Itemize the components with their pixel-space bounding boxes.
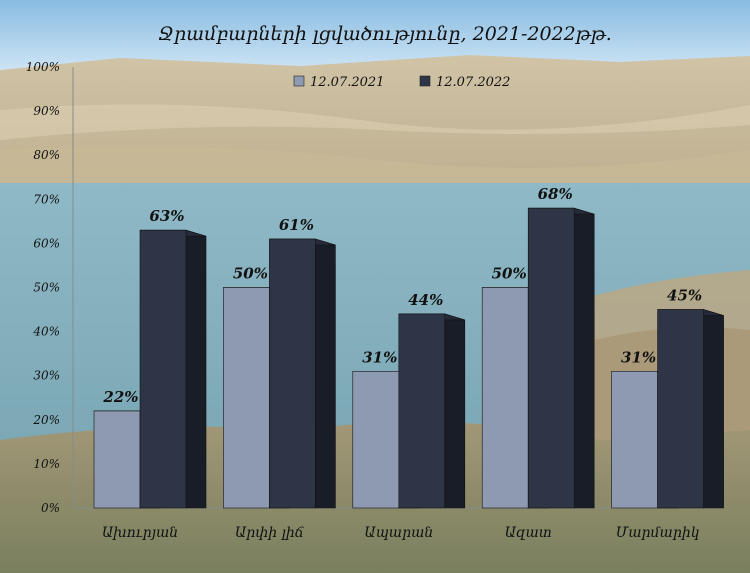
bar <box>657 309 704 509</box>
bar <box>352 370 400 509</box>
bar <box>611 370 658 509</box>
x-category-label: Ախուրյան <box>102 525 178 541</box>
bar-data-label: 50% <box>233 265 268 283</box>
x-category-label: Ապարան <box>364 525 433 541</box>
x-category-label: Մարմարիկ <box>616 525 700 541</box>
bar-data-label: 50% <box>492 265 527 283</box>
x-category-label: Արփի լիճ <box>235 525 304 541</box>
y-tick-label: 70% <box>33 192 60 206</box>
y-tick-label: 30% <box>33 369 60 383</box>
bar <box>481 287 529 509</box>
bar-data-label: 22% <box>102 388 138 406</box>
y-tick-label: 80% <box>33 148 60 162</box>
bar <box>527 207 575 509</box>
legend: 12.07.2021 12.07.2022 <box>293 75 510 90</box>
bar-side <box>573 207 595 509</box>
bar-data-label: 44% <box>408 291 443 309</box>
y-tick-label: 40% <box>32 325 60 339</box>
bar-data-label: 31% <box>621 348 656 366</box>
legend-swatch-2021 <box>293 75 305 87</box>
y-tick-label: 90% <box>33 104 60 118</box>
x-category-label: Ազատ <box>505 525 552 541</box>
bar <box>269 238 316 509</box>
plot-area: 0% 10% 20% 30% 40% 50% 60% 70% 80% 90% 100% 22% 63%… <box>26 60 724 541</box>
y-tick-label: 0% <box>41 501 60 515</box>
legend-label-2022: 12.07.2022 <box>436 75 510 90</box>
bar-data-label: 61% <box>279 216 314 234</box>
bar <box>139 229 187 509</box>
bar-side <box>444 313 466 509</box>
chart-title: Ջրամբարների լցվածությունը, 2021-2022թթ. <box>158 23 612 45</box>
y-tick-label: 100% <box>26 60 60 74</box>
bar-data-label: 31% <box>362 348 397 366</box>
bar <box>398 313 446 509</box>
bar-data-label: 63% <box>149 207 184 225</box>
legend-swatch-2022 <box>419 75 431 87</box>
y-tick-label: 20% <box>32 413 60 427</box>
bar-data-label: 68% <box>538 185 573 203</box>
bar <box>93 410 141 509</box>
legend-label-2021: 12.07.2021 <box>310 75 384 90</box>
y-tick-label: 50% <box>33 281 60 295</box>
y-tick-label: 60% <box>33 236 60 250</box>
bar-data-label: 45% <box>667 287 702 305</box>
bar-side <box>315 238 336 509</box>
bar-side <box>703 309 724 509</box>
bar-side <box>185 229 207 509</box>
bar <box>223 287 270 509</box>
y-tick-label: 10% <box>33 457 60 471</box>
